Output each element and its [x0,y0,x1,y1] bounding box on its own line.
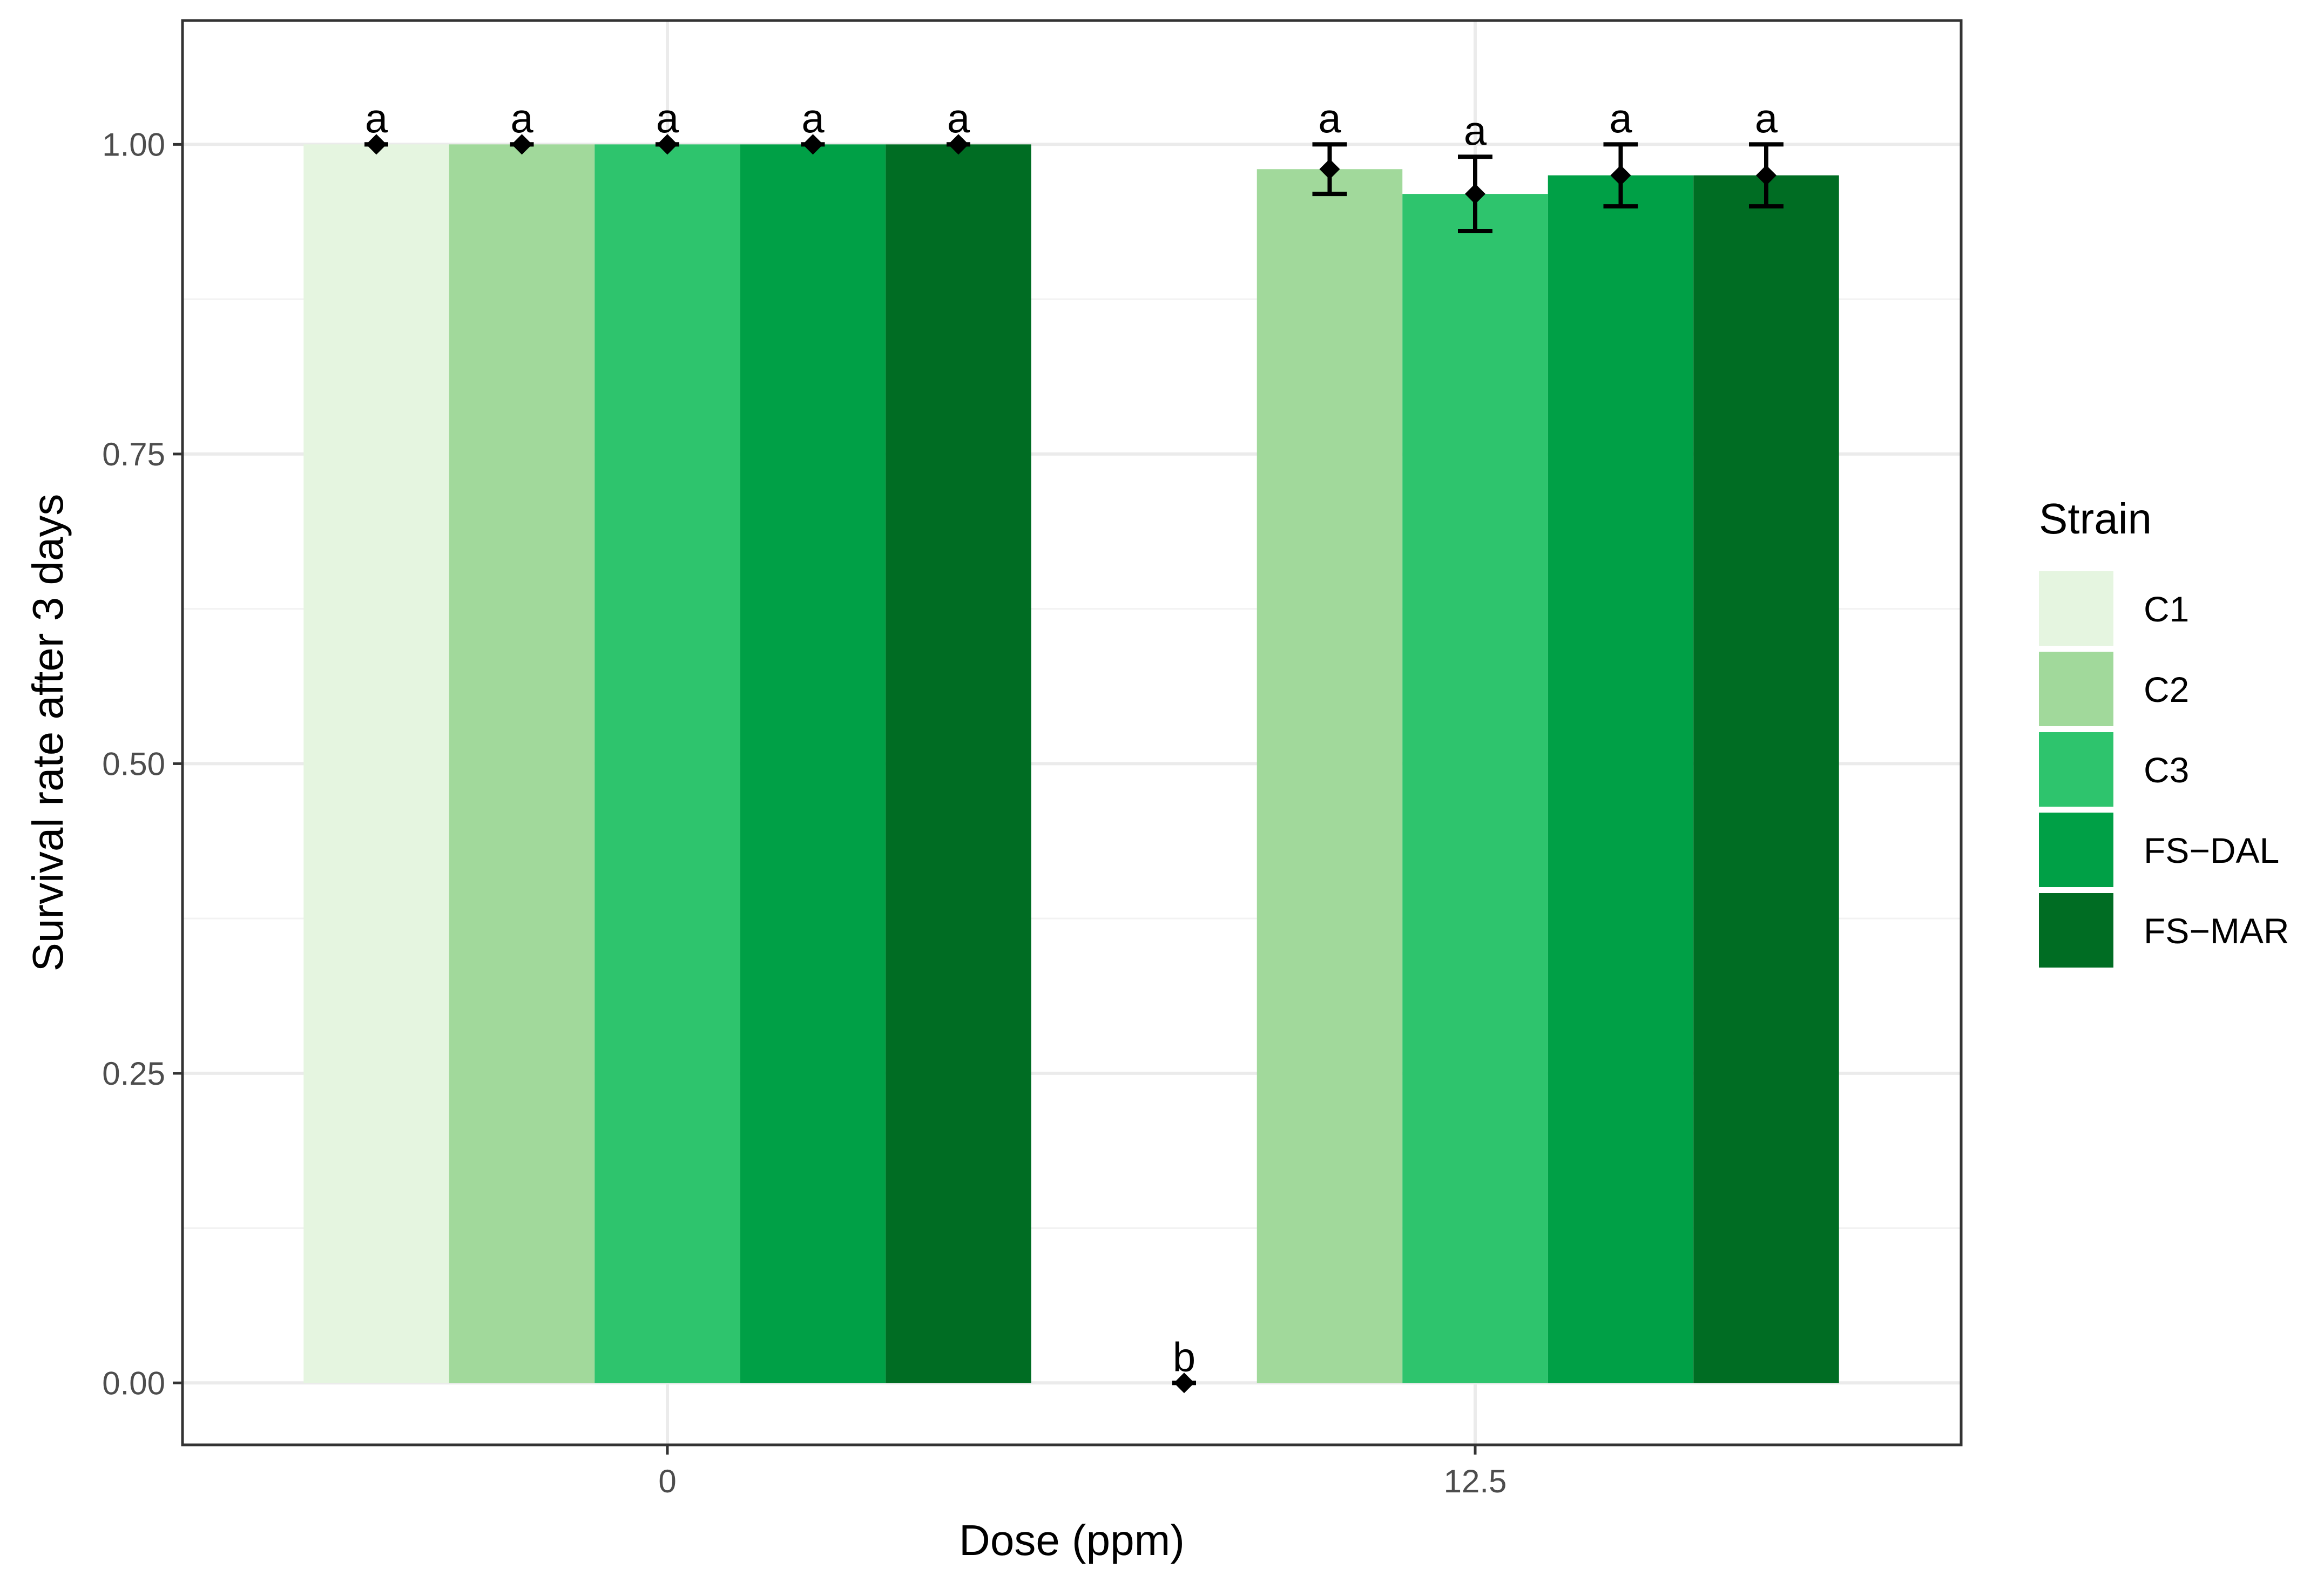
mean-point [802,134,823,155]
significance-label: a [947,96,970,141]
significance-label: b [1173,1334,1195,1380]
legend-title: Strain [2039,495,2152,543]
y-tick-label: 0.25 [102,1056,165,1092]
significance-label: a [365,96,388,141]
mean-point [948,134,969,155]
significance-label: a [656,96,679,141]
x-tick-label: 0 [658,1463,676,1499]
mean-point [511,134,532,155]
mean-point [1174,1373,1194,1394]
bar [740,144,886,1383]
legend-key [2039,813,2113,887]
legend-key [2039,571,2113,646]
legend-label: C3 [2144,750,2189,790]
panel-border [181,19,1963,1446]
mean-point [366,134,387,155]
mean-point [1756,165,1776,186]
bar [1256,169,1403,1383]
y-tick-label: 0.50 [102,746,165,782]
y-tick-label: 1.00 [102,126,165,163]
axes: 0.00 0.25 0.50 0.75 1.00 0 12.5 [102,126,1506,1499]
bar [594,144,740,1383]
bar [1402,194,1548,1383]
mean-point [1610,165,1631,186]
legend-label: FS−MAR [2144,911,2289,951]
significance-labels: a a a a a b a a a a [365,96,1778,1380]
legend-key [2039,893,2113,968]
mean-point [657,134,678,155]
legend-label: FS−DAL [2144,830,2279,870]
mean-point [1465,184,1485,205]
significance-label: a [801,96,825,141]
mean-points [366,134,1776,1394]
bar [449,144,595,1383]
x-tick-label: 12.5 [1444,1463,1507,1499]
legend-key [2039,732,2113,807]
legend-label: C1 [2144,589,2189,629]
x-axis-title: Dose (ppm) [959,1516,1185,1564]
mean-point [1319,159,1340,180]
significance-label: a [1464,108,1487,154]
significance-label: a [1609,96,1632,141]
bar [886,144,1031,1383]
bar [1548,175,1694,1383]
significance-label: a [1755,96,1778,141]
bar [1693,175,1839,1383]
legend-key [2039,652,2113,726]
y-tick-label: 0.75 [102,436,165,472]
significance-label: a [510,96,533,141]
bars [303,144,1839,1383]
significance-label: a [1318,96,1341,141]
bar [303,144,449,1383]
legend: Strain C1 C2 C3 FS−DAL FS−MAR [2039,495,2289,968]
legend-label: C2 [2144,670,2189,709]
y-tick-label: 0.00 [102,1365,165,1401]
y-axis-title: Survival rate after 3 days [24,494,72,972]
